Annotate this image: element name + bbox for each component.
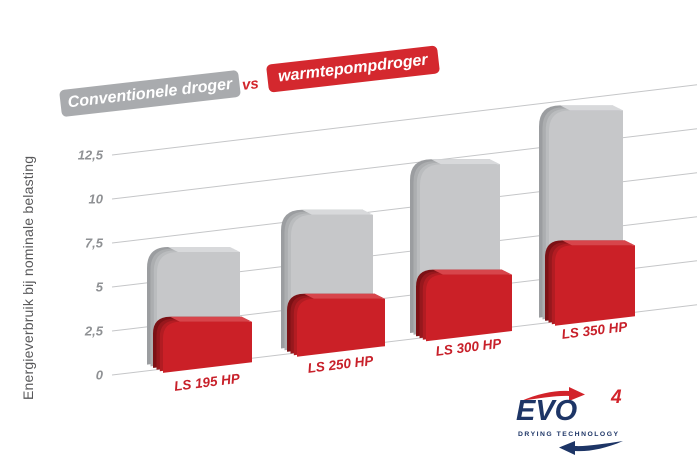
logo-tagline: DRYING TECHNOLOGY (518, 431, 620, 438)
bar-heatpump-1-top (170, 316, 252, 322)
bar-conventional-4-top (560, 105, 623, 111)
logo-evo-text: EVO (516, 395, 578, 427)
y-tick-label: 0 (96, 368, 104, 383)
bar-conventional-1-top (168, 247, 240, 252)
y-tick-label: 12,5 (78, 148, 104, 163)
gridline (111, 84, 698, 156)
bar-heatpump-2-top (304, 293, 385, 299)
bar-heatpump-3 (426, 274, 512, 342)
bar-heatpump-4-top (562, 240, 635, 246)
logo-superscript-4: 4 (611, 387, 622, 408)
y-tick-label: 2,5 (84, 324, 104, 339)
bar-conventional-2-top (302, 209, 373, 215)
y-tick-label: 7,5 (85, 236, 104, 251)
logo-navy-arrow-icon (559, 441, 623, 455)
category-label-2: LS 250 HP (307, 353, 375, 376)
evo4-logo: EVO 4 DRYING TECHNOLOGY (515, 386, 650, 461)
logo-red-arrow-icon (521, 387, 585, 401)
bar-conventional-3-top (431, 159, 500, 165)
y-tick-label: 5 (96, 280, 104, 295)
bar-heatpump-3-top (433, 269, 512, 275)
bar-heatpump-2 (297, 298, 385, 357)
bar-heatpump-1 (163, 321, 252, 373)
y-tick-label: 10 (89, 192, 104, 207)
category-label-3: LS 300 HP (435, 336, 503, 359)
category-label-1: LS 195 HP (173, 371, 241, 394)
bar-heatpump-4 (555, 245, 635, 326)
